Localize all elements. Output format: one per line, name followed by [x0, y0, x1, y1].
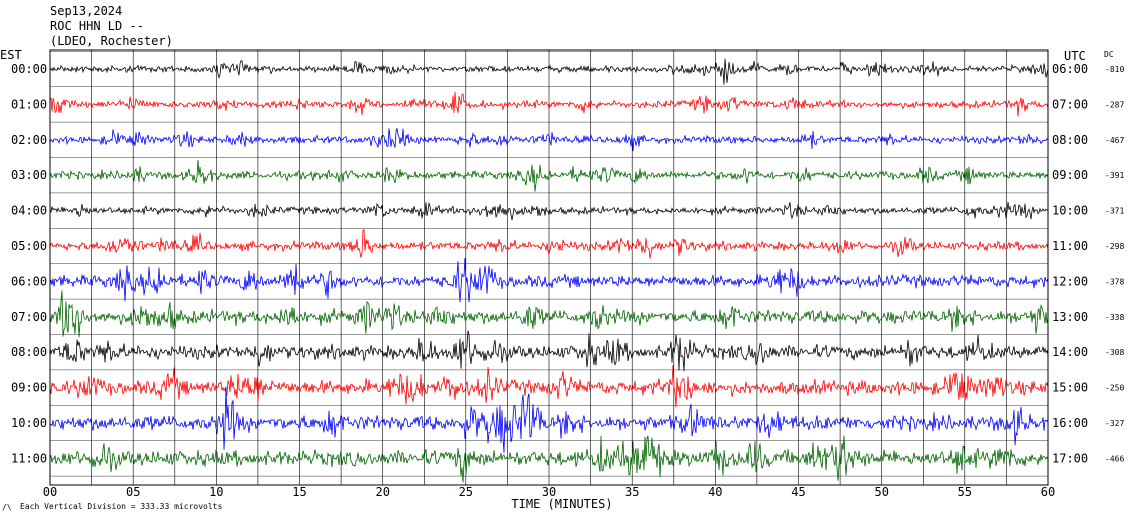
seismogram-traces: [49, 58, 1049, 483]
trace-line: [49, 201, 1049, 221]
x-tick-label: 35: [625, 485, 639, 499]
x-tick-label: 10: [209, 485, 223, 499]
utc-hour-label: 16:00: [1052, 416, 1088, 430]
x-tick-label: 20: [375, 485, 389, 499]
est-hour-label: 04:00: [11, 204, 47, 218]
dc-offset-label: -298: [1105, 242, 1124, 251]
dc-offset-label: -810: [1105, 65, 1124, 74]
est-hour-label: 09:00: [11, 381, 47, 395]
est-hour-label: 02:00: [11, 133, 47, 147]
utc-hour-label: 08:00: [1052, 133, 1088, 147]
chart-station: ROC HHN LD --: [50, 19, 144, 33]
utc-hour-label: 09:00: [1052, 168, 1088, 182]
dc-label: DC: [1104, 50, 1114, 59]
x-tick-label: 30: [542, 485, 556, 499]
utc-hour-label: 12:00: [1052, 274, 1088, 288]
trace-line: [49, 91, 1049, 117]
utc-hour-label: 15:00: [1052, 381, 1088, 395]
dc-offset-label: -371: [1105, 207, 1124, 216]
utc-hour-label: 14:00: [1052, 345, 1088, 359]
x-tick-label: 50: [874, 485, 888, 499]
dc-offset-label: -308: [1105, 348, 1124, 357]
trace-line: [49, 290, 1049, 338]
trace-line: [49, 257, 1049, 303]
dc-offset-label: -467: [1105, 136, 1124, 145]
est-hour-label: 10:00: [11, 416, 47, 430]
trace-line: [49, 435, 1049, 483]
est-hour-label: 03:00: [11, 168, 47, 182]
est-hour-label: 07:00: [11, 310, 47, 324]
x-tick-label: 00: [43, 485, 57, 499]
dc-offset-label: -378: [1105, 277, 1124, 286]
x-tick-label: 25: [459, 485, 473, 499]
dc-offset-label: -391: [1105, 171, 1124, 180]
plot-grid: [49, 50, 1049, 485]
chart-date: Sep13,2024: [50, 4, 123, 18]
trace-line: [49, 330, 1049, 372]
est-hour-label: 00:00: [11, 62, 47, 76]
chart-network: (LDEO, Rochester): [50, 34, 173, 48]
x-tick-label: 05: [126, 485, 140, 499]
x-axis-title: TIME (MINUTES): [511, 497, 612, 511]
dc-offset-label: -287: [1105, 100, 1124, 109]
dc-offset-label: -327: [1105, 419, 1124, 428]
footnote: Each Vertical Division = 333.33 microvol…: [20, 502, 222, 511]
utc-hour-label: 17:00: [1052, 451, 1088, 465]
est-hour-label: 08:00: [11, 345, 47, 359]
trace-line: [49, 386, 1049, 453]
plot-frame: [49, 49, 1049, 486]
axis-labels: 00 05 10 15 20 25 30 35 40 45 50 55 60 00:00 06:00 -810…: [11, 62, 1124, 499]
utc-hour-label: 11:00: [1052, 239, 1088, 253]
est-hour-label: 11:00: [11, 451, 47, 465]
est-hour-label: 01:00: [11, 97, 47, 111]
x-tick-label: 55: [958, 485, 972, 499]
trace-line: [49, 364, 1049, 408]
dc-offset-label: -466: [1105, 454, 1124, 463]
x-tick-label: 60: [1041, 485, 1055, 499]
x-tick-label: 40: [708, 485, 722, 499]
trace-line: [49, 58, 1049, 85]
corner-mark: /\: [2, 503, 12, 512]
utc-hour-label: 13:00: [1052, 310, 1088, 324]
right-axis-label: UTC: [1064, 49, 1086, 63]
left-axis-label: EST: [0, 48, 22, 62]
x-tick-label: 45: [791, 485, 805, 499]
utc-hour-label: 06:00: [1052, 62, 1088, 76]
utc-hour-label: 07:00: [1052, 97, 1088, 111]
trace-line: [49, 159, 1049, 192]
dc-offset-label: -250: [1105, 384, 1124, 393]
x-tick-label: 15: [292, 485, 306, 499]
trace-line: [49, 228, 1049, 259]
est-hour-label: 05:00: [11, 239, 47, 253]
dc-offset-label: -338: [1105, 313, 1124, 322]
est-hour-label: 06:00: [11, 274, 47, 288]
utc-hour-label: 10:00: [1052, 204, 1088, 218]
trace-line: [49, 128, 1049, 152]
